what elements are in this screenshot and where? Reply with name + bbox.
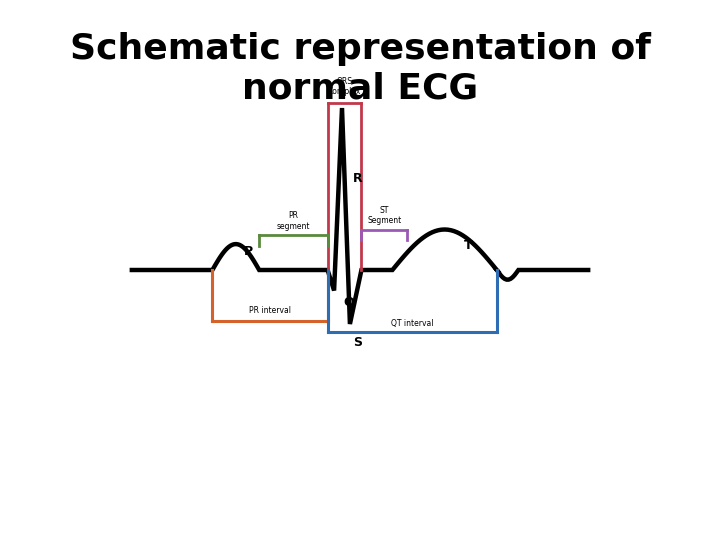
Text: PR
segment: PR segment	[276, 211, 310, 231]
Text: QRS
Complex: QRS Complex	[328, 77, 361, 96]
Text: PR interval: PR interval	[249, 306, 291, 315]
Text: Schematic representation of
normal ECG: Schematic representation of normal ECG	[70, 32, 650, 106]
Text: R: R	[353, 172, 363, 185]
Text: S: S	[354, 336, 362, 349]
Text: QT interval: QT interval	[391, 319, 433, 328]
Text: P: P	[244, 245, 253, 258]
Text: Q: Q	[343, 296, 354, 309]
Text: T: T	[464, 239, 472, 252]
Text: ST
Segment: ST Segment	[367, 206, 402, 225]
